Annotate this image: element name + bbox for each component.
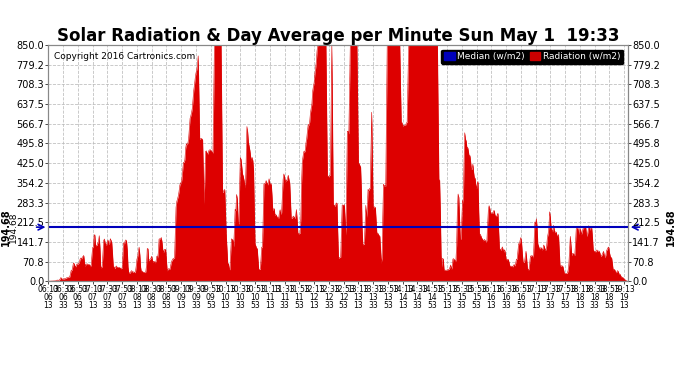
Text: 194.68: 194.68: [666, 209, 676, 246]
Title: Solar Radiation & Day Average per Minute Sun May 1  19:33: Solar Radiation & Day Average per Minute…: [57, 27, 620, 45]
Text: Copyright 2016 Cartronics.com: Copyright 2016 Cartronics.com: [54, 52, 195, 61]
Legend: Median (w/m2), Radiation (w/m2): Median (w/m2), Radiation (w/m2): [441, 50, 623, 64]
Text: 194.68: 194.68: [1, 209, 10, 246]
Text: 194.68: 194.68: [9, 211, 18, 243]
